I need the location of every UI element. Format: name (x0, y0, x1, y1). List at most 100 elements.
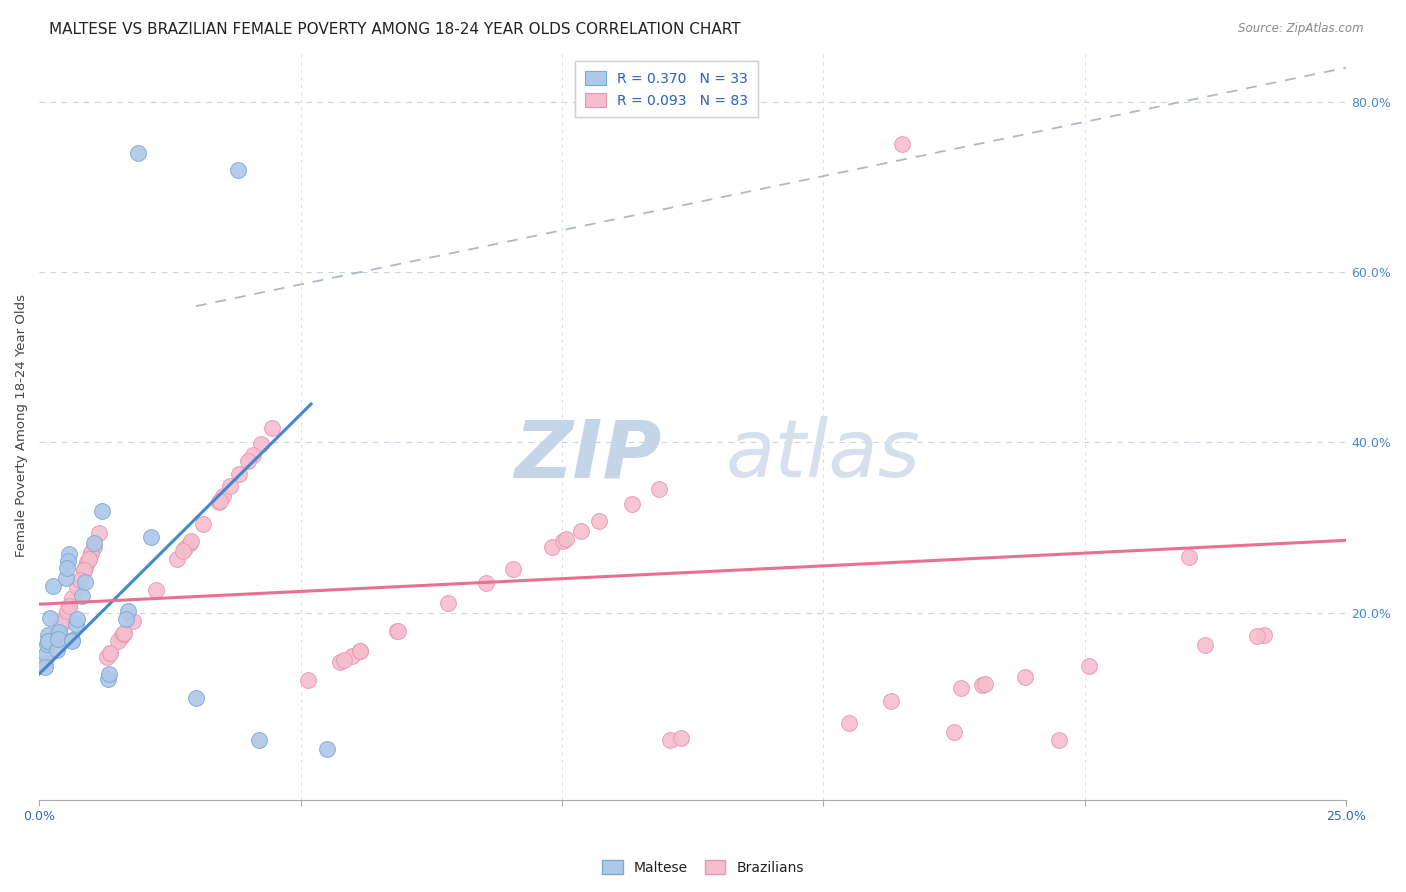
Point (226, 162, 249, 177)
Point (191, 517, 214, 532)
Point (73, 563, 96, 577)
Point (658, 732, 681, 747)
Point (83, 536, 105, 550)
Point (55, 571, 77, 585)
Point (48, 627, 70, 641)
Point (208, 495, 231, 509)
Point (65, 617, 87, 632)
Point (297, 673, 319, 687)
Point (98, 666, 121, 681)
Point (46, 632, 69, 646)
Point (107, 634, 129, 648)
Point (179, 535, 201, 549)
Point (340, 648, 363, 663)
Point (474, 576, 496, 591)
Point (44, 633, 66, 648)
Point (77, 552, 100, 566)
Point (60, 634, 83, 648)
Point (37, 628, 59, 642)
Point (349, 644, 371, 658)
Point (972, 678, 994, 692)
Point (35, 647, 58, 661)
Point (588, 515, 610, 529)
Point (247, 733, 270, 747)
Point (96, 649, 118, 664)
Point (83, 540, 105, 554)
Point (117, 604, 139, 618)
Point (69, 573, 91, 587)
Point (52, 610, 75, 624)
Legend: R = 0.370   N = 33, R = 0.093   N = 83: R = 0.370 N = 33, R = 0.093 N = 83 (575, 62, 758, 118)
Point (58, 599, 80, 614)
Point (98, 646, 121, 660)
Point (315, 742, 337, 756)
Text: MALTESE VS BRAZILIAN FEMALE POVERTY AMONG 18-24 YEAR OLDS CORRELATION CHART: MALTESE VS BRAZILIAN FEMALE POVERTY AMON… (49, 22, 741, 37)
Point (98, 646, 121, 660)
Text: Source: ZipAtlas.com: Source: ZipAtlas.com (1239, 22, 1364, 36)
Point (42, 578, 65, 592)
Point (66, 613, 89, 627)
Point (349, 644, 371, 658)
Y-axis label: Female Poverty Among 18-24 Year Olds: Female Poverty Among 18-24 Year Olds (15, 293, 28, 557)
Point (127, 145, 149, 160)
Point (70, 589, 93, 603)
Point (208, 493, 231, 508)
Point (242, 448, 264, 462)
Point (45, 643, 67, 657)
Point (46, 627, 69, 641)
Point (60, 591, 83, 606)
Point (262, 421, 284, 435)
Point (145, 582, 167, 597)
Point (387, 624, 409, 639)
Point (553, 534, 575, 549)
Point (51, 616, 73, 631)
Point (73, 563, 96, 577)
Text: ZIP: ZIP (515, 417, 662, 494)
Point (121, 615, 143, 629)
Point (112, 626, 135, 640)
Point (1047, 733, 1070, 747)
Point (387, 624, 409, 638)
Point (58, 548, 80, 562)
Point (58, 553, 80, 567)
Point (838, 716, 860, 731)
Point (65, 580, 87, 594)
Point (77, 551, 100, 566)
Point (37, 637, 59, 651)
Point (58, 599, 80, 613)
Point (648, 482, 671, 496)
Point (890, 137, 912, 152)
Point (73, 561, 96, 575)
Point (437, 597, 460, 611)
Point (38, 611, 60, 625)
Point (141, 530, 163, 544)
Point (219, 479, 242, 493)
Point (56, 560, 79, 574)
Point (45, 628, 67, 642)
Point (89, 526, 111, 541)
Point (1077, 659, 1099, 673)
Point (48, 625, 70, 640)
Point (112, 626, 135, 640)
Point (238, 454, 260, 468)
Point (80, 546, 103, 560)
Point (34, 656, 56, 670)
Point (115, 612, 138, 626)
Point (49, 620, 72, 634)
Point (184, 690, 207, 705)
Point (1014, 670, 1036, 684)
Point (943, 725, 966, 739)
Point (172, 544, 194, 558)
Point (333, 653, 356, 667)
Point (180, 533, 202, 548)
Point (90, 504, 112, 518)
Point (55, 604, 77, 618)
Point (37, 634, 59, 648)
Point (950, 681, 973, 696)
Legend: Maltese, Brazilians: Maltese, Brazilians (596, 855, 810, 880)
Point (110, 630, 132, 644)
Point (329, 655, 352, 669)
Point (44, 631, 66, 645)
Point (669, 731, 692, 745)
Point (60, 633, 83, 648)
